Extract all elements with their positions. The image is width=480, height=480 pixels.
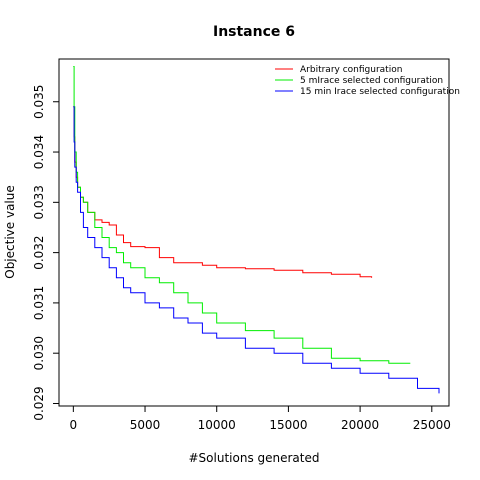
x-axis-label: #Solutions generated <box>189 451 320 465</box>
y-tick-label: 0.035 <box>32 85 46 119</box>
y-tick-label: 0.032 <box>32 235 46 269</box>
x-tick-label: 25000 <box>413 418 451 432</box>
y-tick-label: 0.034 <box>32 135 46 169</box>
y-axis-label: Objective value <box>3 185 17 279</box>
y-tick-label: 0.029 <box>32 386 46 420</box>
chart-title: Instance 6 <box>213 24 295 40</box>
plot-frame <box>58 58 450 407</box>
y-tick-label: 0.031 <box>32 286 46 320</box>
y-tick-label: 0.033 <box>32 185 46 219</box>
x-axis: 0 5000 10000 15000 20000 25000 <box>70 405 451 432</box>
legend-label-0: Arbitrary configuration <box>300 65 402 75</box>
series-line-1 <box>73 66 411 364</box>
x-tick-label: 5000 <box>130 418 161 432</box>
series-line-2 <box>73 106 440 394</box>
legend-label-2: 15 min Irace selected configuration <box>300 87 460 97</box>
y-tick-label: 0.030 <box>32 336 46 370</box>
series-layer <box>73 66 440 394</box>
x-tick-label: 0 <box>70 418 78 432</box>
legend-label-1: 5 mIrace selected configuration <box>300 76 443 86</box>
y-axis: 0.029 0.030 0.031 0.032 0.033 0.034 0.035 <box>32 85 60 421</box>
x-tick-label: 20000 <box>341 418 379 432</box>
x-tick-label: 15000 <box>269 418 307 432</box>
x-tick-label: 10000 <box>198 418 236 432</box>
